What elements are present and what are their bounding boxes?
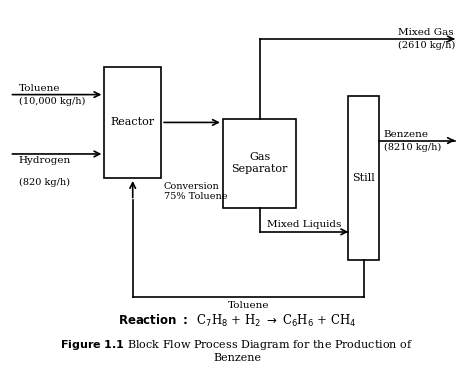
Bar [104, 67, 161, 178]
Text: Toluene: Toluene [19, 84, 61, 93]
Text: $\bf{Figure\ 1.1}$ Block Flow Process Diagram for the Production of
Benzene: $\bf{Figure\ 1.1}$ Block Flow Process Di… [61, 338, 413, 364]
Text: (820 kg/h): (820 kg/h) [19, 178, 70, 187]
Bar [223, 119, 296, 208]
Text: Benzene: Benzene [384, 130, 429, 139]
Text: Toluene: Toluene [228, 301, 269, 309]
Text: Conversion
75% Toluene: Conversion 75% Toluene [164, 182, 227, 201]
Text: Gas
Separator: Gas Separator [231, 152, 288, 174]
Text: Reactor: Reactor [110, 118, 155, 127]
Text: Still: Still [353, 173, 375, 183]
Text: (2610 kg/h): (2610 kg/h) [398, 41, 456, 50]
Text: Hydrogen: Hydrogen [19, 156, 71, 165]
Text: $\bf{Reaction}$ $\bf{:}$  C$_7$H$_8$ + H$_2$ $\rightarrow$ C$_6$H$_6$ + CH$_4$: $\bf{Reaction}$ $\bf{:}$ C$_7$H$_8$ + H$… [118, 313, 356, 329]
Text: Mixed Gas: Mixed Gas [398, 28, 454, 37]
Text: Mixed Liquids: Mixed Liquids [267, 220, 341, 229]
Text: (10,000 kg/h): (10,000 kg/h) [19, 96, 85, 106]
Text: (8210 kg/h): (8210 kg/h) [384, 142, 441, 151]
Bar [348, 96, 379, 260]
